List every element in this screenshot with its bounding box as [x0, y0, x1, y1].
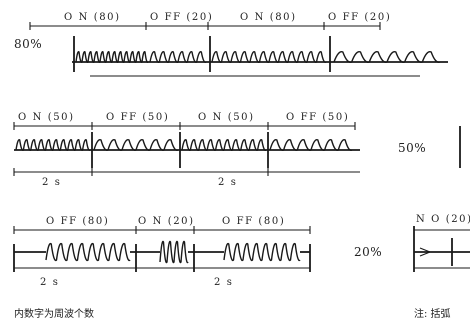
waveform-off-ripple [269, 139, 353, 151]
waveform-off [223, 242, 301, 262]
segment-label: O FF (50) [286, 112, 349, 123]
segment-label: O FF (80) [222, 216, 285, 227]
time-label: 2 s [218, 177, 237, 188]
waveform-off-ripple [149, 51, 207, 63]
waveform-on [15, 139, 91, 151]
segment-label: O N (80) [240, 12, 297, 23]
time-label: 2 s [42, 177, 61, 188]
row-80: O N (80) O FF (20) O N (80) O FF (20) 80… [14, 12, 448, 77]
percent-label: 80% [14, 37, 42, 51]
waveform-on [75, 51, 149, 63]
segment-label: O N (50) [198, 112, 255, 123]
arrow-stroke [419, 247, 431, 253]
time-label: 2 s [214, 277, 233, 288]
segment-label: O FF (20) [150, 12, 213, 23]
waveform-on [211, 51, 327, 63]
arrow-stroke [419, 251, 431, 257]
segment-label: O FF (20) [328, 12, 391, 23]
note-cycle-count: 内数字为周波个数 [14, 307, 94, 320]
percent-label: 50% [398, 141, 426, 155]
time-label: 2 s [40, 277, 59, 288]
waveform-on [181, 139, 267, 151]
waveform-on [159, 240, 189, 264]
segment-label: O N (50) [18, 112, 75, 123]
note-bracket: 注: 括弧 [414, 307, 451, 320]
segment-label: O N (80) [64, 12, 121, 23]
segment-label: N O (20) [416, 214, 470, 225]
segment-label: O N (20) [138, 216, 195, 227]
row-50: O N (50) O FF (50) O N (50) O FF (50) 50… [13, 112, 461, 188]
waveform-off-ripple [93, 139, 179, 151]
row-20: O FF (80) O N (20) O FF (80) 2 s 2 s 20%… [13, 214, 470, 288]
percent-label: 20% [354, 245, 382, 259]
segment-label: O FF (80) [46, 216, 109, 227]
waveform-off [45, 242, 131, 262]
waveform-off-ripple [333, 51, 441, 63]
segment-label: O FF (50) [106, 112, 169, 123]
